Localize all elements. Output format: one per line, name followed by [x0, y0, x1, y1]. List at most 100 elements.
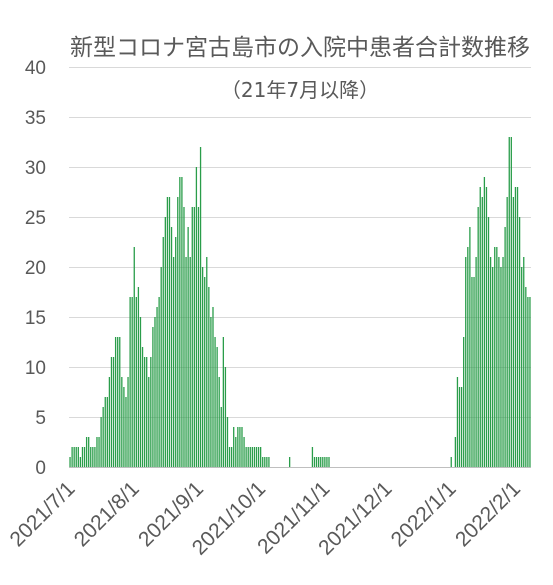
- bar: [506, 197, 508, 467]
- bar: [247, 447, 249, 467]
- y-tick-label: 30: [25, 158, 46, 179]
- bar: [79, 457, 82, 467]
- bar: [137, 287, 140, 467]
- bar: [228, 447, 231, 467]
- bar: [253, 447, 256, 467]
- bar: [106, 397, 108, 467]
- bar: [181, 177, 183, 467]
- bar: [320, 457, 322, 467]
- gridlines: [69, 67, 531, 418]
- bar: [160, 267, 162, 467]
- bar: [104, 397, 106, 467]
- bar: [71, 447, 73, 467]
- bar: [521, 267, 523, 467]
- bar: [471, 277, 473, 467]
- bar: [257, 447, 260, 467]
- bar: [224, 367, 227, 467]
- bar: [183, 207, 185, 467]
- bar: [487, 217, 490, 467]
- bar: [243, 437, 245, 467]
- bar: [268, 457, 270, 467]
- bar: [146, 357, 148, 467]
- bar: [485, 187, 488, 467]
- bar: [288, 457, 291, 467]
- y-tick-label: 25: [25, 208, 46, 229]
- bar: [189, 257, 191, 467]
- bar: [502, 257, 504, 467]
- bar: [525, 287, 527, 467]
- bar: [477, 207, 479, 467]
- bar: [81, 447, 84, 467]
- bar: [492, 267, 494, 467]
- bar: [510, 137, 512, 467]
- bar: [212, 307, 214, 467]
- bar: [504, 227, 506, 467]
- bar: [456, 377, 459, 467]
- bar: [454, 437, 457, 467]
- y-tick-label: 10: [25, 358, 46, 379]
- bar: [168, 197, 171, 467]
- bar: [170, 227, 173, 467]
- bar: [315, 457, 318, 467]
- bar: [208, 287, 210, 467]
- bar: [73, 447, 75, 467]
- y-tick-label: 35: [25, 108, 46, 129]
- bar: [467, 247, 469, 467]
- bar: [143, 357, 146, 467]
- bar: [75, 447, 77, 467]
- bar: [166, 197, 169, 467]
- bar: [255, 447, 258, 467]
- bar: [498, 257, 500, 467]
- bar: [469, 227, 471, 467]
- bar: [529, 297, 531, 467]
- bar: [237, 427, 239, 467]
- bar: [127, 377, 129, 467]
- y-tick-label: 15: [25, 308, 46, 329]
- y-tick-label: 0: [35, 458, 46, 479]
- bar: [185, 257, 187, 467]
- bar: [210, 317, 212, 467]
- bar: [195, 167, 198, 467]
- bar: [117, 337, 119, 467]
- bar: [139, 317, 142, 467]
- bar: [318, 457, 320, 467]
- bar: [100, 417, 102, 467]
- bar: [496, 247, 498, 467]
- bar: [527, 297, 529, 467]
- bar: [108, 377, 111, 467]
- bar: [479, 187, 481, 467]
- bar: [512, 197, 515, 467]
- bar: [193, 207, 195, 467]
- bar: [206, 257, 208, 467]
- bar: [154, 317, 156, 467]
- bar: [94, 447, 96, 467]
- bar: [204, 277, 206, 467]
- bar: [523, 257, 525, 467]
- bar: [119, 337, 121, 467]
- y-axis-labels: 0 5 10 15 20 25 30 35 40: [25, 58, 46, 479]
- bar: [135, 297, 137, 467]
- bar: [235, 437, 237, 467]
- bar: [481, 197, 483, 467]
- bar: [158, 297, 160, 467]
- bar: [516, 187, 519, 467]
- bar: [150, 357, 152, 467]
- bar: [328, 457, 330, 467]
- bar: [112, 357, 115, 467]
- bar: [514, 187, 517, 467]
- bar: [508, 137, 510, 467]
- bar: [88, 437, 90, 467]
- bar: [230, 447, 233, 467]
- bar: [450, 457, 452, 467]
- bar: [262, 457, 264, 467]
- bar: [156, 307, 158, 467]
- bar: [222, 337, 224, 467]
- y-tick-label: 40: [25, 58, 46, 79]
- chart-subtitle: （21年7月以降）: [221, 78, 379, 102]
- bar: [148, 377, 150, 467]
- bar: [226, 417, 229, 467]
- bar: [460, 387, 463, 467]
- bar: [326, 457, 328, 467]
